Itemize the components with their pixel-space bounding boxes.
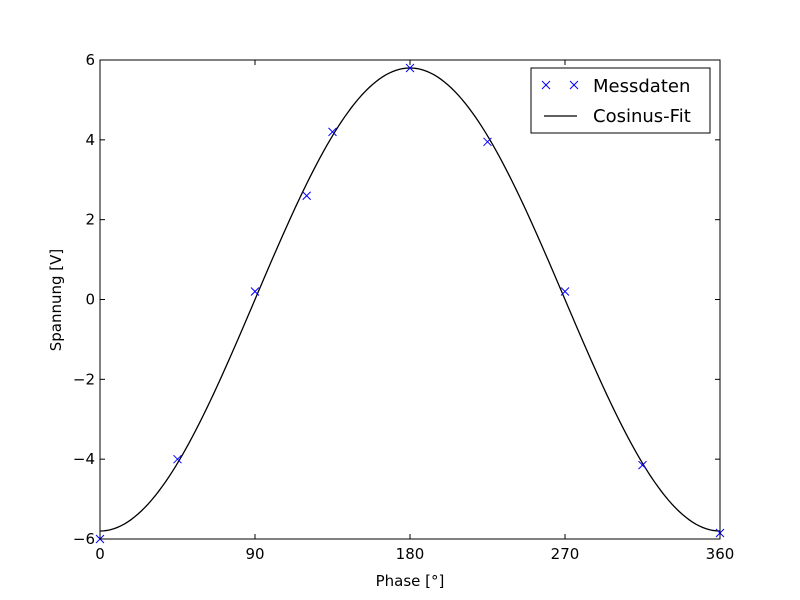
legend-box bbox=[530, 67, 711, 134]
series-layer bbox=[95, 63, 725, 544]
y-axis-label: Spannung [V] bbox=[47, 249, 65, 352]
legend: Messdaten Cosinus-Fit bbox=[530, 67, 711, 134]
x-axis-label: Phase [°] bbox=[376, 572, 445, 590]
y-tick-label: 6 bbox=[85, 51, 95, 69]
data-point bbox=[302, 191, 312, 201]
y-tick-label: −4 bbox=[73, 450, 95, 468]
x-tick-label: 0 bbox=[95, 545, 105, 563]
data-point bbox=[328, 127, 337, 137]
data-point bbox=[405, 63, 415, 73]
legend-label-messdaten: Messdaten bbox=[593, 76, 690, 97]
data-point bbox=[250, 287, 260, 296]
x-tick-label: 270 bbox=[551, 545, 580, 563]
legend-label-cosinus-fit: Cosinus-Fit bbox=[593, 106, 691, 127]
x-tick-label: 360 bbox=[706, 545, 735, 563]
x-tick-label: 90 bbox=[245, 545, 264, 563]
plot-frame bbox=[99, 59, 721, 540]
x-tick-label: 180 bbox=[396, 545, 425, 563]
data-point bbox=[483, 137, 492, 147]
data-point bbox=[560, 287, 570, 296]
y-tick-label: −6 bbox=[73, 530, 95, 548]
tick-labels-layer: 0 90 180 270 360 −6 −4 −2 0 2 4 6 bbox=[73, 51, 734, 563]
y-tick-label: 2 bbox=[85, 211, 95, 229]
y-tick-label: −2 bbox=[73, 370, 95, 388]
y-tick-label: 0 bbox=[85, 291, 95, 309]
y-tick-label: 4 bbox=[85, 131, 95, 149]
data-point bbox=[638, 460, 647, 470]
legend-marker-messdaten bbox=[541, 80, 579, 90]
plot-area bbox=[100, 60, 720, 539]
data-point bbox=[173, 454, 182, 464]
